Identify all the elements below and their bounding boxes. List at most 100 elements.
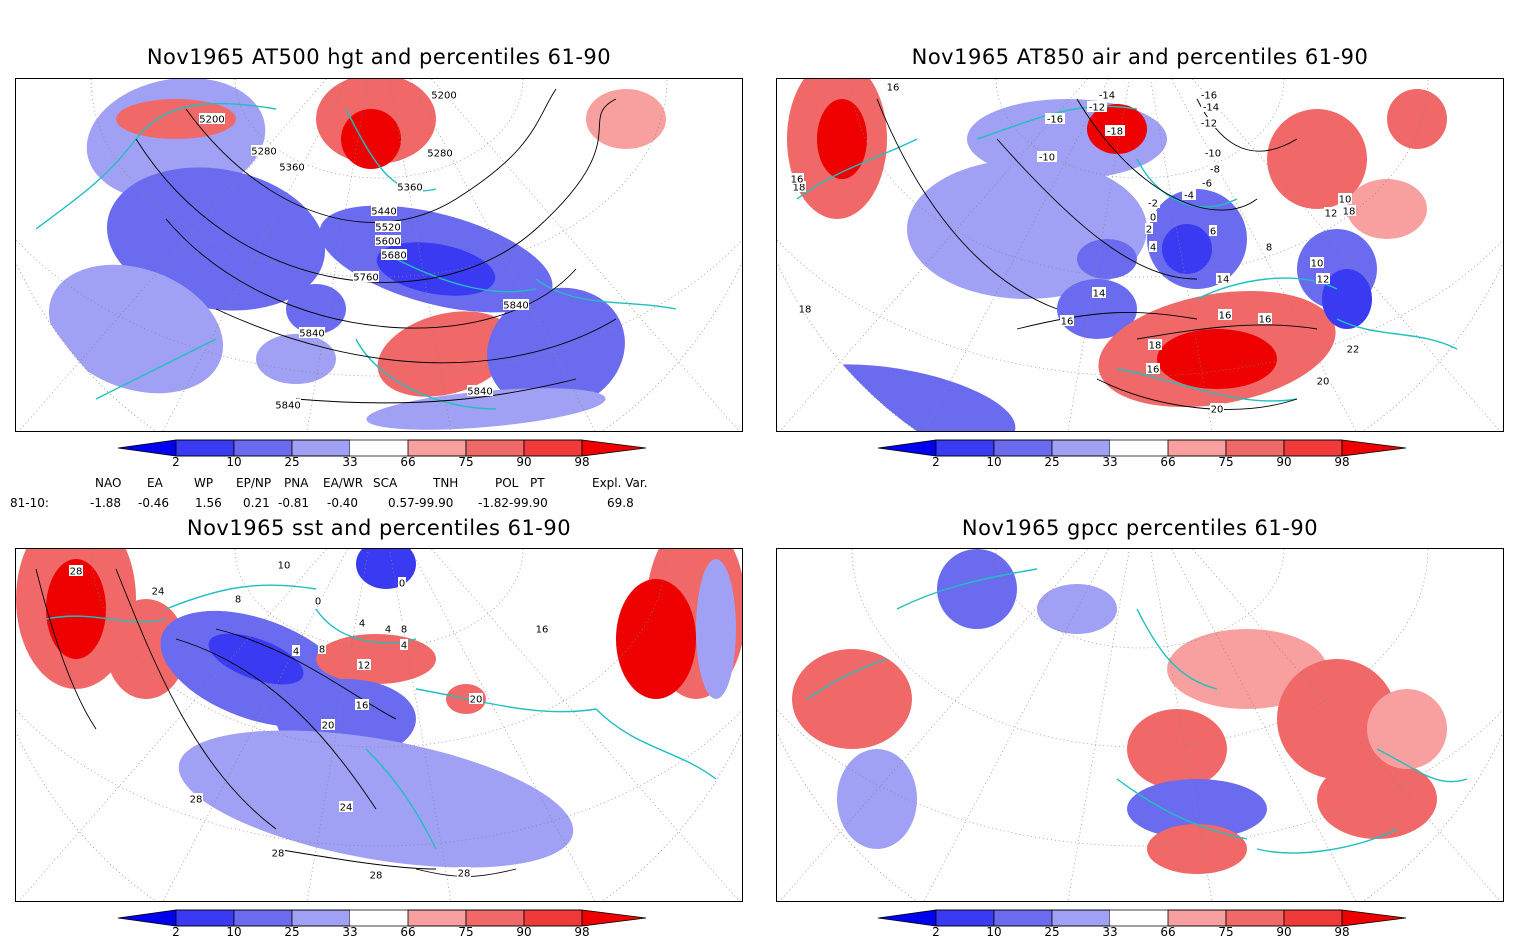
- colorbar-segment: [935, 909, 995, 927]
- map-hgt: 5200 5200 5280 5360 5280 5360 5440 5520 5600 5680…: [15, 78, 743, 432]
- contour-label-bg: [1324, 207, 1338, 218]
- coastline: [1336, 318, 1458, 350]
- colorbar-segment: [935, 439, 995, 457]
- colorbar-tick-label: 75: [458, 455, 474, 469]
- contour-label-bg: [251, 145, 277, 156]
- contour-label: 5840: [503, 301, 528, 312]
- contour-label-bg: [1310, 257, 1324, 268]
- contour-label: 10: [1311, 259, 1324, 270]
- contour-label-bg: [1182, 189, 1196, 200]
- contour-label-bg: [1199, 117, 1219, 128]
- contour-label: 5280: [251, 147, 276, 158]
- contour-label-bg: [69, 565, 83, 576]
- contour-label: 5200: [199, 115, 224, 126]
- percentile-anomaly: [696, 559, 736, 699]
- contour-label: 20: [470, 695, 483, 706]
- colorbar-arrow-right: [1341, 439, 1407, 457]
- contour-label: 5840: [299, 329, 324, 340]
- contour-label: 5600: [375, 237, 400, 248]
- contour-label-bg: [1316, 375, 1330, 386]
- map-hgt-canvas: 5200520052805360528053605440552056005680…: [16, 79, 742, 431]
- contour-label-bg: [790, 173, 804, 184]
- latitude-circle: [90, 549, 668, 748]
- contour-label-bg: [369, 869, 383, 880]
- index-header: PT: [530, 476, 545, 490]
- contour-label-bg: [321, 719, 335, 730]
- colorbar-tick-label: 2: [932, 925, 940, 939]
- colorbar-segment: [407, 439, 467, 457]
- contour-label-bg: [234, 593, 242, 604]
- map-air-canvas: 16-14-12-16-18-16-10-14-12-10-8-6-4-2024…: [777, 79, 1503, 431]
- contour-label: 16: [536, 625, 549, 636]
- map-gpcc-canvas: [777, 549, 1503, 901]
- percentile-anomaly: [1157, 329, 1277, 389]
- percentile-anomaly: [1127, 709, 1227, 789]
- contour-label-bg: [1218, 309, 1232, 320]
- index-value: -0.40: [327, 496, 359, 510]
- meridian-line: [1150, 79, 1213, 431]
- contour-label: 14: [1217, 275, 1230, 286]
- percentile-anomaly: [817, 99, 867, 179]
- contour-label: 5200: [431, 91, 456, 102]
- percentile-anomaly: [1317, 759, 1437, 839]
- meridian-line: [1067, 549, 1130, 901]
- contour-label-bg: [431, 89, 457, 100]
- contour-label: 5840: [275, 401, 300, 412]
- index-row-label: 81-10:: [10, 496, 49, 510]
- index-value: -0.81: [278, 496, 310, 510]
- contour-line: [1196, 98, 1298, 152]
- contour-line: [1076, 98, 1258, 211]
- colorbar-tick-label: 33: [1102, 455, 1118, 469]
- colorbar-segment: [1051, 909, 1111, 927]
- percentile-anomaly: [341, 109, 401, 169]
- colorbar-tick-label: 2: [172, 455, 180, 469]
- contour-label-bg: [357, 659, 371, 670]
- latitude-circle: [234, 549, 524, 649]
- contour-line: [185, 88, 557, 223]
- contour-label: 5680: [381, 251, 406, 262]
- coastline: [395, 258, 537, 293]
- contour-label: 5280: [427, 149, 452, 160]
- contour-label: -2: [1148, 199, 1158, 210]
- colorbar-top-left: 2 10 25 33 66 75 90 98: [117, 439, 647, 469]
- colorbar-bottom-right: 2 10 25 33 66 75 90 98: [877, 909, 1407, 939]
- percentile-anomaly: [792, 649, 912, 749]
- percentile-anomaly: [837, 749, 917, 849]
- latitude-circle: [851, 79, 1429, 278]
- contour-label-bg: [1203, 147, 1223, 158]
- contour-label-bg: [339, 801, 353, 812]
- contour-label-bg: [271, 847, 285, 858]
- meridian-line: [1067, 79, 1130, 431]
- contour-label-bg: [1346, 343, 1360, 354]
- contour-label-bg: [1146, 363, 1160, 374]
- contour-label: -12: [1089, 103, 1105, 114]
- contour-label-bg: [469, 693, 483, 704]
- contour-label: 18: [1149, 341, 1162, 352]
- contour-label: 16: [1259, 315, 1272, 326]
- colorbar-arrow-left: [877, 439, 937, 457]
- index-header: NAO: [95, 476, 122, 490]
- colorbar-arrow-right: [1341, 909, 1407, 927]
- colorbar-segment: [175, 439, 235, 457]
- percentile-anomaly: [1277, 659, 1397, 779]
- contour-label: 10: [278, 561, 291, 572]
- contour-label: -16: [1201, 91, 1217, 102]
- colorbar-tick-label: 25: [284, 455, 300, 469]
- percentile-anomaly: [1077, 239, 1137, 279]
- contour-line: [115, 568, 277, 830]
- colorbar-segment: [350, 440, 408, 456]
- contour-label-bg: [1146, 197, 1160, 208]
- contour-label-bg: [299, 327, 325, 338]
- panel-title-air: Nov1965 AT850 air and percentiles 61-90: [911, 45, 1369, 69]
- contour-label: 5520: [375, 223, 400, 234]
- contour-label-bg: [1265, 241, 1273, 252]
- colorbar-tick-label: 33: [342, 925, 358, 939]
- contour-label: -14: [1203, 103, 1219, 114]
- contour-label-bg: [1210, 403, 1224, 414]
- latitude-circle: [995, 79, 1285, 179]
- colorbar-arrow-left: [877, 909, 937, 927]
- colorbar-segment: [1225, 909, 1285, 927]
- index-header: WP: [194, 476, 214, 490]
- contour-label-bg: [1045, 113, 1065, 124]
- contour-line: [1096, 378, 1298, 410]
